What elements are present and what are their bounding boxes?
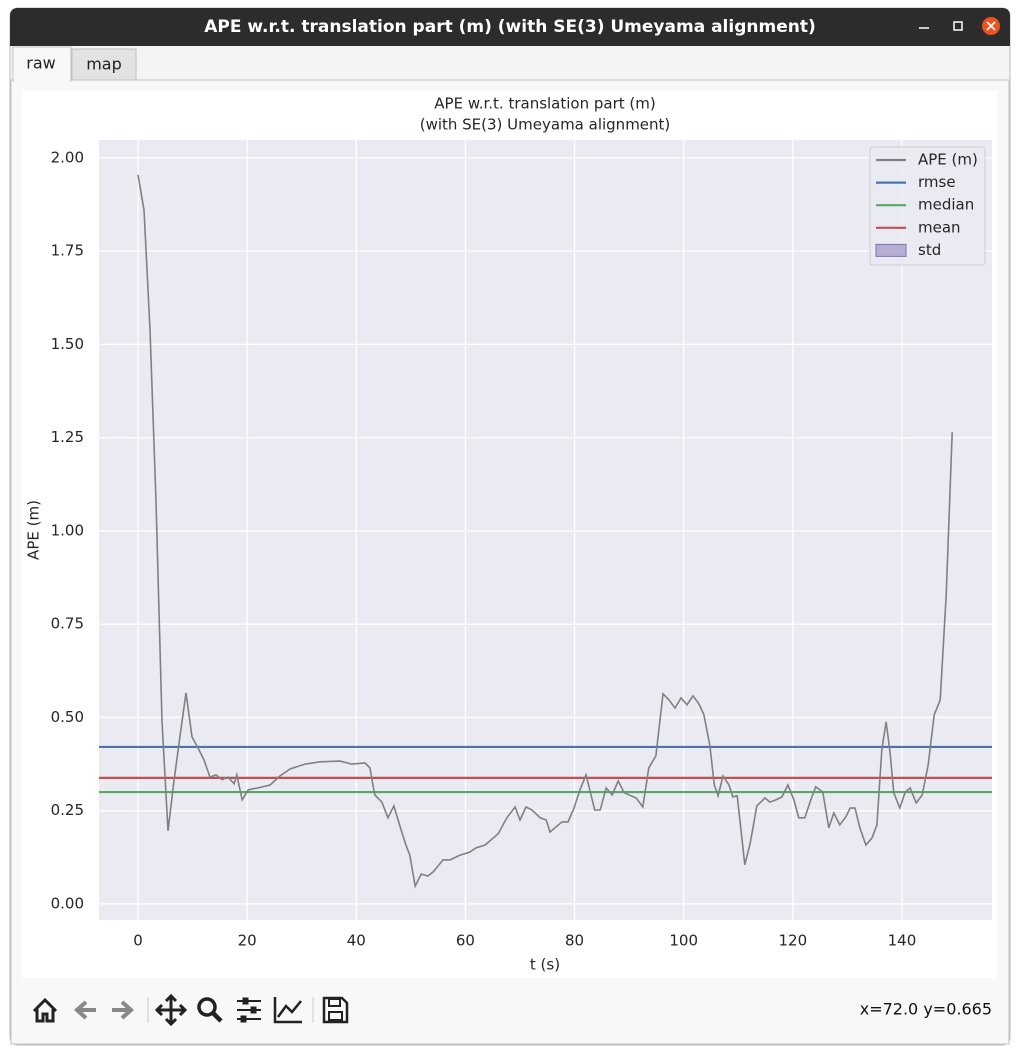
plot-area bbox=[99, 140, 992, 920]
window-title: APE w.r.t. translation part (m) (with SE… bbox=[204, 17, 815, 37]
x-tick-label: 80 bbox=[565, 932, 584, 950]
y-tick-label: 0.25 bbox=[51, 801, 84, 819]
x-tick-label: 60 bbox=[456, 932, 475, 950]
save-icon-part bbox=[328, 998, 341, 1007]
title-bar bbox=[10, 8, 1010, 46]
close-icon bbox=[986, 21, 996, 31]
x-tick-label: 40 bbox=[347, 932, 366, 950]
legend-swatch bbox=[875, 243, 907, 257]
y-tick-label: 0.50 bbox=[51, 708, 84, 726]
legend-label: rmse bbox=[918, 173, 956, 191]
legend-label: APE (m) bbox=[918, 151, 978, 169]
toolbar bbox=[32, 993, 349, 1027]
y-tick-label: 1.75 bbox=[51, 242, 84, 260]
y-axis-label: APE (m) bbox=[25, 500, 43, 560]
x-tick-label: 20 bbox=[238, 932, 257, 950]
zoom-handle bbox=[211, 1011, 223, 1023]
axes-button[interactable] bbox=[273, 997, 302, 1024]
y-tick-label: 2.00 bbox=[51, 148, 84, 166]
x-tick-label: 120 bbox=[779, 932, 808, 950]
pan-button[interactable] bbox=[154, 993, 188, 1027]
tab-label[interactable]: raw bbox=[26, 54, 55, 73]
zoom-button[interactable] bbox=[197, 997, 217, 1017]
y-tick-label: 1.50 bbox=[51, 335, 84, 353]
save-icon-part bbox=[328, 1011, 343, 1021]
slider-knob bbox=[242, 997, 249, 1005]
data-line bbox=[137, 174, 953, 889]
chart-title: APE w.r.t. translation part (m) bbox=[434, 95, 655, 113]
legend-label: median bbox=[918, 196, 974, 214]
tab-label[interactable]: map bbox=[86, 55, 122, 74]
home-button[interactable] bbox=[32, 997, 58, 1023]
chart-subtitle: (with SE(3) Umeyama alignment) bbox=[420, 116, 671, 134]
legend-box bbox=[869, 146, 986, 266]
x-tick-label: 100 bbox=[669, 932, 698, 950]
x-tick-label: 0 bbox=[133, 932, 143, 950]
x-tick-label: 140 bbox=[888, 932, 917, 950]
y-tick-label: 0.75 bbox=[51, 615, 84, 633]
y-tick-label: 0.00 bbox=[51, 894, 84, 912]
tab-join bbox=[14, 78, 70, 82]
y-tick-label: 1.25 bbox=[51, 428, 84, 446]
status-text: x=72.0 y=0.665 bbox=[860, 1000, 992, 1019]
tab[interactable] bbox=[71, 48, 137, 81]
y-tick-label: 1.00 bbox=[51, 521, 84, 539]
legend-label: mean bbox=[918, 218, 961, 236]
maximize-button[interactable] bbox=[953, 21, 963, 31]
legend-label: std bbox=[918, 241, 941, 259]
x-axis-label: t (s) bbox=[530, 956, 560, 974]
slider-knob bbox=[240, 1015, 247, 1023]
slider-knob bbox=[250, 1006, 257, 1014]
tab-active[interactable] bbox=[12, 46, 72, 82]
forward-button[interactable] bbox=[112, 1000, 135, 1020]
back-button[interactable] bbox=[73, 1000, 96, 1020]
